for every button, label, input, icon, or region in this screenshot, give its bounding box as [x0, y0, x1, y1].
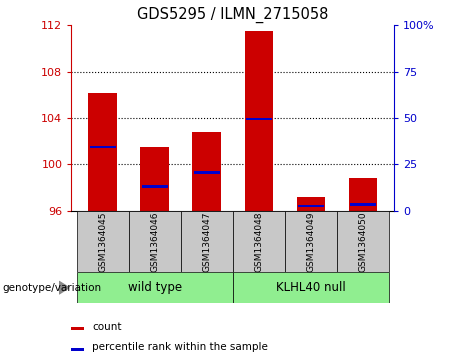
Bar [349, 178, 377, 211]
Bar [350, 204, 376, 206]
FancyBboxPatch shape [337, 211, 389, 272]
Text: GSM1364049: GSM1364049 [307, 211, 315, 272]
FancyBboxPatch shape [77, 272, 233, 303]
Bar [71, 348, 84, 351]
Title: GDS5295 / ILMN_2715058: GDS5295 / ILMN_2715058 [137, 7, 329, 23]
FancyBboxPatch shape [181, 211, 233, 272]
Bar [298, 205, 324, 207]
Text: wild type: wild type [128, 281, 182, 294]
Bar [246, 118, 272, 121]
FancyBboxPatch shape [129, 211, 181, 272]
Text: GSM1364046: GSM1364046 [150, 211, 159, 272]
Bar [71, 327, 84, 330]
Bar [296, 197, 325, 211]
Text: GSM1364048: GSM1364048 [254, 211, 263, 272]
Text: percentile rank within the sample: percentile rank within the sample [92, 342, 268, 352]
Bar [244, 31, 273, 211]
Bar [141, 147, 169, 211]
Text: count: count [92, 322, 122, 331]
Polygon shape [59, 281, 69, 294]
FancyBboxPatch shape [285, 211, 337, 272]
FancyBboxPatch shape [233, 272, 389, 303]
Bar [193, 132, 221, 211]
Text: GSM1364045: GSM1364045 [98, 211, 107, 272]
Bar [90, 146, 116, 148]
Text: KLHL40 null: KLHL40 null [276, 281, 346, 294]
Text: GSM1364050: GSM1364050 [358, 211, 367, 272]
Text: genotype/variation: genotype/variation [2, 283, 101, 293]
FancyBboxPatch shape [233, 211, 285, 272]
Bar [194, 171, 219, 174]
Bar [142, 185, 168, 188]
Text: GSM1364047: GSM1364047 [202, 211, 211, 272]
Bar [89, 93, 117, 211]
FancyBboxPatch shape [77, 211, 129, 272]
